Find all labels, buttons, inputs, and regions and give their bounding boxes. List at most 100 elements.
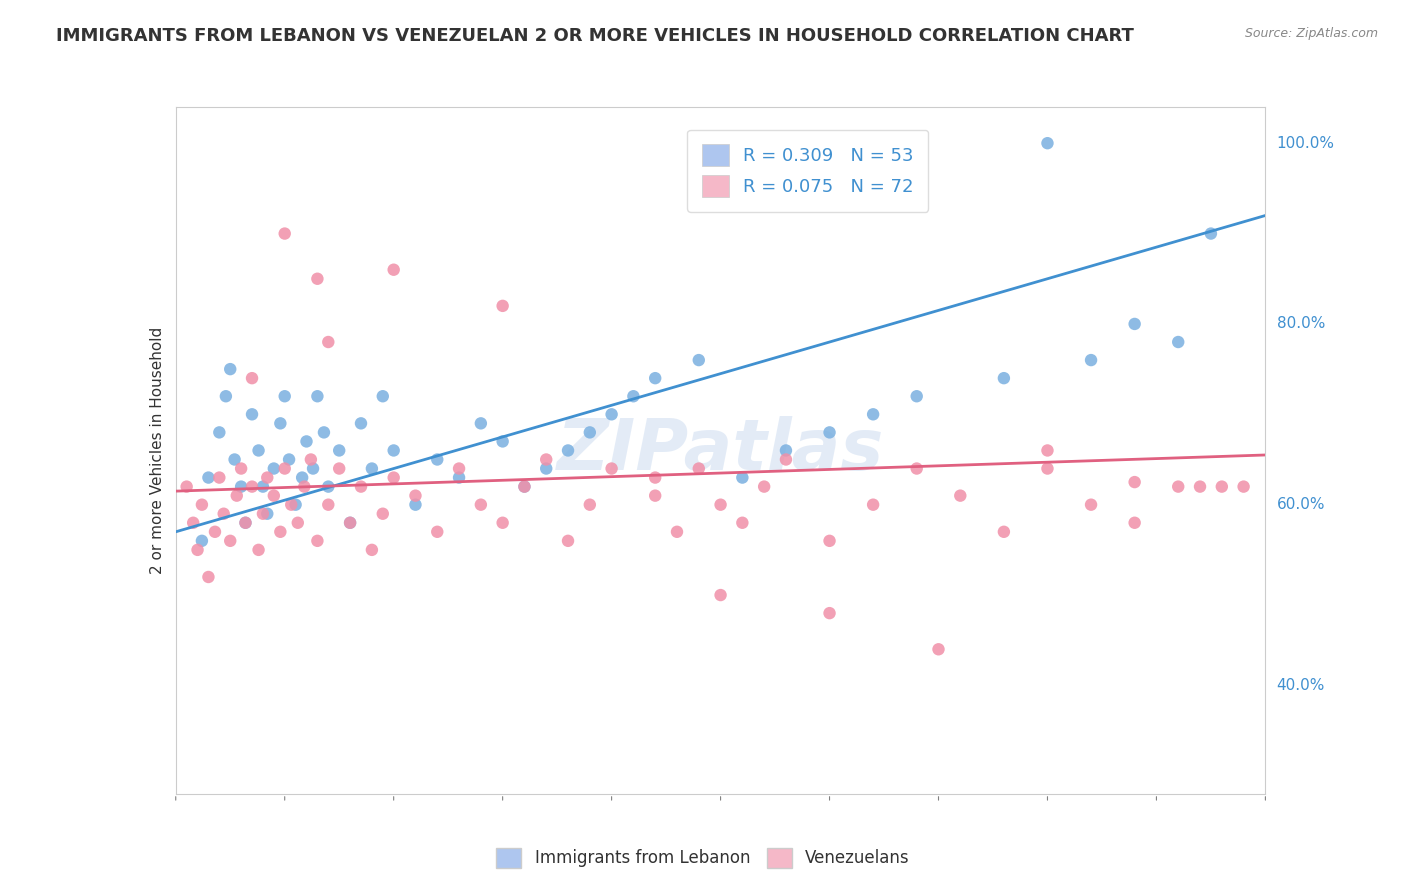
Point (1167, 334, 1189, 349)
Point (382, 443, 405, 458)
Point (361, 542, 384, 557)
Point (269, 417, 291, 431)
Point (928, 642, 950, 657)
Point (644, 470, 666, 484)
Point (447, 470, 470, 484)
Point (287, 516, 309, 530)
Text: IMMIGRANTS FROM LEBANON VS VENEZUELAN 2 OR MORE VEHICLES IN HOUSEHOLD CORRELATIO: IMMIGRANTS FROM LEBANON VS VENEZUELAN 2 … (56, 27, 1135, 45)
Text: 80.0%: 80.0% (1277, 317, 1324, 332)
Point (256, 507, 278, 521)
Point (818, 533, 841, 548)
Point (291, 470, 314, 484)
Y-axis label: 2 or more Vehicles in Household: 2 or more Vehicles in Household (149, 326, 165, 574)
Point (534, 452, 557, 467)
Point (731, 516, 754, 530)
Point (1080, 498, 1102, 512)
Point (557, 533, 579, 548)
Point (666, 524, 689, 539)
Point (1199, 227, 1222, 241)
Point (600, 407, 623, 421)
Point (256, 470, 278, 484)
Point (405, 489, 427, 503)
Text: 60.0%: 60.0% (1277, 497, 1324, 512)
Point (426, 524, 449, 539)
Point (231, 461, 253, 475)
Point (247, 542, 270, 557)
Point (371, 389, 394, 403)
Point (307, 271, 329, 285)
Point (644, 489, 666, 503)
Point (1123, 516, 1146, 530)
Point (1233, 480, 1256, 494)
Point (492, 434, 515, 449)
Point (318, 334, 340, 349)
Point (557, 443, 579, 458)
Point (361, 461, 384, 475)
Point (447, 461, 470, 475)
Point (905, 389, 928, 403)
Point (382, 470, 405, 484)
Point (775, 443, 797, 458)
Point (292, 480, 315, 494)
Point (492, 516, 515, 530)
Text: Source: ZipAtlas.com: Source: ZipAtlas.com (1244, 27, 1378, 40)
Point (302, 461, 325, 475)
Point (470, 498, 492, 512)
Legend: Immigrants from Lebanon, Venezuelans: Immigrants from Lebanon, Venezuelans (489, 841, 917, 875)
Point (1080, 353, 1102, 368)
Point (905, 461, 928, 475)
Point (176, 480, 198, 494)
Point (231, 480, 253, 494)
Point (328, 461, 350, 475)
Point (219, 362, 242, 376)
Point (382, 262, 405, 277)
Point (949, 489, 972, 503)
Point (731, 470, 754, 484)
Point (350, 480, 373, 494)
Point (710, 588, 733, 602)
Point (644, 371, 666, 385)
Point (1167, 480, 1189, 494)
Point (710, 498, 733, 512)
Point (318, 498, 340, 512)
Point (513, 480, 536, 494)
Point (688, 461, 710, 475)
Point (252, 480, 274, 494)
Point (754, 480, 776, 494)
Point (426, 452, 449, 467)
Point (328, 443, 350, 458)
Point (1123, 317, 1146, 331)
Point (263, 489, 285, 503)
Point (1036, 461, 1059, 475)
Point (274, 227, 297, 241)
Point (818, 606, 841, 620)
Point (274, 461, 297, 475)
Point (1036, 443, 1059, 458)
Point (688, 353, 710, 368)
Point (269, 524, 291, 539)
Point (600, 461, 623, 475)
Point (993, 524, 1015, 539)
Point (775, 452, 797, 467)
Point (993, 371, 1015, 385)
Point (240, 480, 263, 494)
Point (1036, 136, 1059, 151)
Text: ZIPatlas: ZIPatlas (557, 416, 884, 485)
Point (621, 389, 644, 403)
Point (307, 389, 329, 403)
Point (252, 507, 274, 521)
Legend: R = 0.309   N = 53, R = 0.075   N = 72: R = 0.309 N = 53, R = 0.075 N = 72 (688, 130, 928, 211)
Point (513, 480, 536, 494)
Point (371, 507, 394, 521)
Point (307, 533, 329, 548)
Point (224, 452, 246, 467)
Point (247, 443, 270, 458)
Point (862, 498, 884, 512)
Point (240, 407, 263, 421)
Point (295, 434, 318, 449)
Point (1189, 480, 1212, 494)
Point (339, 516, 361, 530)
Point (219, 533, 242, 548)
Point (339, 516, 361, 530)
Point (470, 417, 492, 431)
